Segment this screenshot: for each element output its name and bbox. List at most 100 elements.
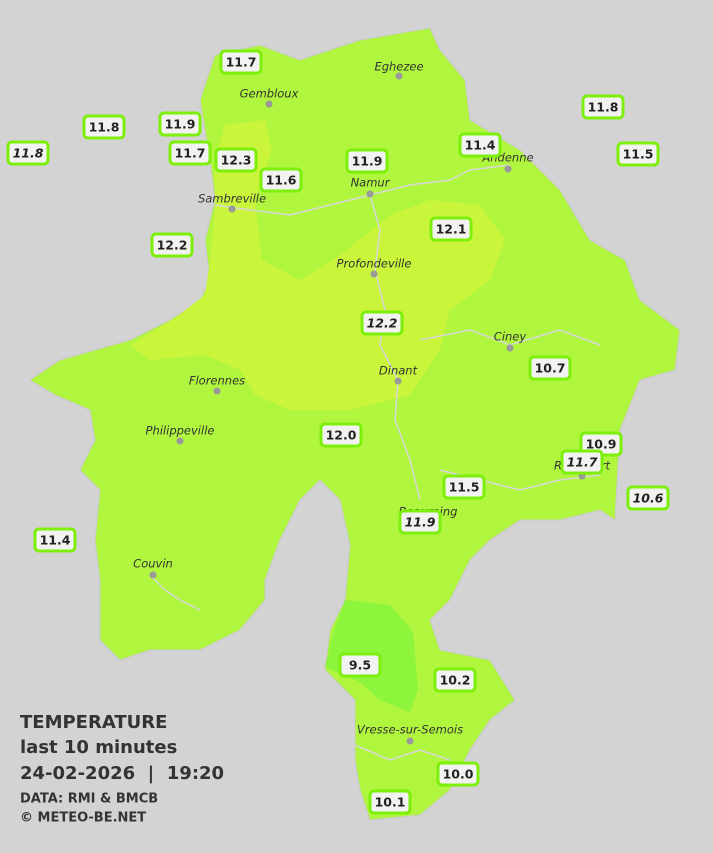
station-box bbox=[528, 355, 572, 381]
station: 11.5 bbox=[442, 474, 486, 500]
station: 11.5 bbox=[616, 141, 660, 167]
station-box bbox=[214, 147, 258, 173]
city-dot bbox=[149, 571, 157, 579]
station: 11.9 bbox=[345, 148, 389, 174]
city-label: Eghezee bbox=[374, 60, 423, 74]
city-label: Couvin bbox=[133, 557, 173, 571]
station-box bbox=[82, 114, 126, 140]
station-value: 12.3 bbox=[221, 153, 252, 168]
city-dot bbox=[213, 387, 221, 395]
station: 11.4 bbox=[458, 132, 502, 158]
station: 12.0 bbox=[319, 422, 363, 448]
city-dot bbox=[265, 100, 273, 108]
city-label: Gembloux bbox=[240, 87, 299, 101]
station-value: 11.6 bbox=[266, 173, 297, 188]
station: 11.9 bbox=[398, 509, 442, 535]
legend-datetime: 24-02-2026 | 19:20 bbox=[20, 763, 224, 784]
station-value: 12.1 bbox=[436, 222, 467, 237]
station-value: 12.2 bbox=[367, 316, 398, 331]
city-dot bbox=[406, 737, 414, 745]
station-value: 11.4 bbox=[40, 533, 71, 548]
station-value: 11.7 bbox=[175, 146, 206, 161]
city-label: Philippeville bbox=[146, 424, 215, 438]
legend-source: DATA: RMI & BMCB bbox=[20, 792, 158, 807]
station-value: 12.2 bbox=[157, 238, 188, 253]
station-box bbox=[433, 667, 477, 693]
station-value: 9.5 bbox=[349, 658, 371, 673]
station-box bbox=[398, 509, 442, 535]
station: 11.7 bbox=[560, 449, 604, 475]
station-box bbox=[150, 232, 194, 258]
station-box bbox=[6, 140, 50, 166]
city-dot bbox=[394, 377, 402, 385]
warm-zone bbox=[130, 120, 505, 410]
station: 10.2 bbox=[433, 667, 477, 693]
station-value: 10.2 bbox=[440, 673, 471, 688]
city-dot bbox=[228, 205, 236, 213]
station: 10.0 bbox=[436, 761, 480, 787]
station-value: 11.5 bbox=[449, 480, 480, 495]
legend-copyright: © METEO-BE.NET bbox=[20, 811, 146, 826]
station: 12.3 bbox=[214, 147, 258, 173]
station-value: 11.8 bbox=[588, 100, 619, 115]
station: 11.4 bbox=[33, 527, 77, 553]
station-box bbox=[560, 449, 604, 475]
station-box bbox=[626, 485, 670, 511]
station: 12.1 bbox=[429, 216, 473, 242]
station-value: 11.4 bbox=[465, 138, 496, 153]
station: 11.8 bbox=[6, 140, 50, 166]
city-label: Vresse-sur-Semois bbox=[357, 723, 463, 737]
station-value: 11.7 bbox=[567, 455, 598, 470]
city-label: Sambreville bbox=[198, 192, 266, 206]
city-label: Namur bbox=[351, 176, 391, 190]
station-value: 10.6 bbox=[633, 491, 664, 506]
city-label: Florennes bbox=[189, 374, 245, 388]
station-box bbox=[219, 49, 263, 75]
station-box bbox=[429, 216, 473, 242]
station: 10.7 bbox=[528, 355, 572, 381]
station: 11.8 bbox=[82, 114, 126, 140]
station-box bbox=[436, 761, 480, 787]
station-box bbox=[33, 527, 77, 553]
station-box bbox=[345, 148, 389, 174]
station-value: 11.9 bbox=[165, 117, 196, 132]
legend-subtitle: last 10 minutes bbox=[20, 737, 177, 758]
station-value: 11.8 bbox=[89, 120, 120, 135]
city-dot bbox=[504, 165, 512, 173]
station-value: 11.5 bbox=[623, 147, 654, 162]
station: 9.5 bbox=[338, 652, 382, 678]
station-box bbox=[368, 789, 412, 815]
station-box bbox=[259, 167, 303, 193]
station: 12.2 bbox=[150, 232, 194, 258]
station-box bbox=[442, 474, 486, 500]
station-value: 11.7 bbox=[226, 55, 257, 70]
station-value: 11.9 bbox=[405, 515, 436, 530]
station-box bbox=[158, 111, 202, 137]
station-value: 10.1 bbox=[375, 795, 406, 810]
city-dot bbox=[506, 344, 514, 352]
station: 11.7 bbox=[219, 49, 263, 75]
station-box bbox=[360, 310, 404, 336]
station-value: 12.0 bbox=[326, 428, 357, 443]
station-box bbox=[319, 422, 363, 448]
city-dot bbox=[395, 72, 403, 80]
legend-title: TEMPERATURE bbox=[20, 712, 167, 733]
station-value: 11.9 bbox=[352, 154, 383, 169]
station-value: 10.9 bbox=[586, 437, 617, 452]
station: 10.1 bbox=[368, 789, 412, 815]
station: 11.6 bbox=[259, 167, 303, 193]
station: 11.9 bbox=[158, 111, 202, 137]
station-value: 11.8 bbox=[13, 146, 44, 161]
station: 11.7 bbox=[168, 140, 212, 166]
station-value: 10.0 bbox=[443, 767, 474, 782]
station: 10.6 bbox=[626, 485, 670, 511]
city-label: Profondeville bbox=[337, 257, 412, 271]
station-box bbox=[338, 652, 382, 678]
station-box bbox=[581, 94, 625, 120]
station-box bbox=[458, 132, 502, 158]
city-label: Ciney bbox=[494, 330, 527, 344]
city-dot bbox=[370, 270, 378, 278]
station-value: 10.7 bbox=[535, 361, 566, 376]
city-dot bbox=[176, 437, 184, 445]
